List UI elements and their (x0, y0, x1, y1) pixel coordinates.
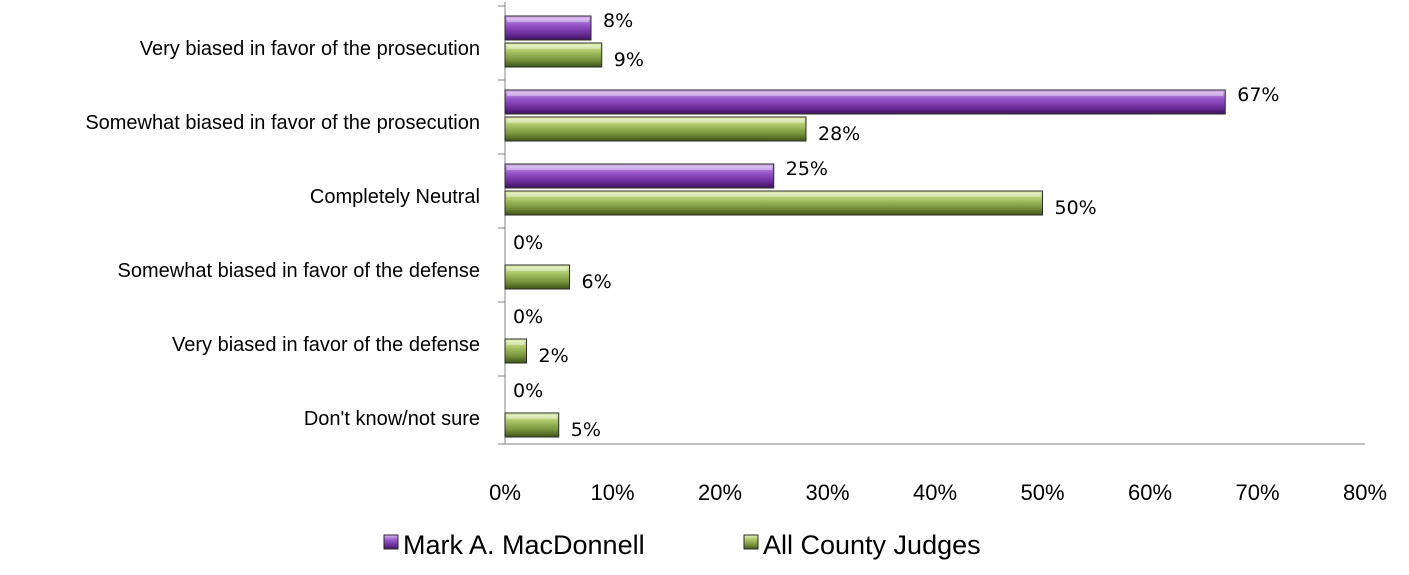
bar-highlight (507, 166, 772, 170)
legend-swatch (743, 534, 759, 550)
bar-series-1 (504, 89, 1226, 115)
data-label: 28% (818, 123, 860, 145)
bar-highlight (507, 341, 525, 345)
data-label: 6% (582, 271, 612, 293)
bar-highlight (507, 92, 1224, 96)
bar-series-1 (504, 163, 775, 189)
bar-highlight (507, 415, 557, 419)
data-label: 2% (539, 345, 569, 367)
x-tick-label: 80% (1343, 480, 1387, 505)
legend-label: Mark A. MacDonnell (403, 530, 645, 560)
category-label: Somewhat biased in favor of the defense (118, 260, 480, 282)
bar-series-2 (504, 338, 527, 364)
bar-series-2 (504, 42, 603, 68)
legend-label: All County Judges (763, 530, 981, 560)
bar-highlight (507, 18, 589, 22)
legend: Mark A. MacDonnell All County Judges (383, 530, 981, 560)
bar-series-2 (504, 412, 560, 438)
x-tick-label: 50% (1020, 480, 1064, 505)
bar-series-2 (504, 116, 807, 142)
category-label: Somewhat biased in favor of the prosecut… (85, 112, 480, 134)
x-tick-label: 40% (913, 480, 957, 505)
category-label: Don't know/not sure (304, 408, 480, 430)
legend-swatch (383, 534, 399, 550)
data-label: 0% (513, 380, 543, 402)
data-label: 9% (614, 49, 644, 71)
x-tick-label: 10% (590, 480, 634, 505)
data-label: 50% (1055, 197, 1097, 219)
bar-highlight (507, 119, 804, 123)
bar-series-1 (504, 15, 592, 41)
data-label: 5% (571, 419, 601, 441)
x-tick-label: 70% (1235, 480, 1279, 505)
bar-highlight (507, 193, 1041, 197)
bar-highlight (507, 267, 568, 271)
x-tick-label: 60% (1128, 480, 1172, 505)
category-label: Very biased in favor of the defense (172, 334, 480, 356)
bar-series-2 (504, 190, 1043, 216)
category-label: Completely Neutral (310, 186, 480, 208)
data-label: 67% (1237, 84, 1279, 106)
plot-area: Very biased in favor of the prosecution S… (85, 2, 1387, 505)
bar-series-2 (504, 264, 570, 290)
x-tick-label: 30% (805, 480, 849, 505)
x-tick-label: 20% (698, 480, 742, 505)
category-label: Very biased in favor of the prosecution (140, 38, 480, 60)
data-label: 25% (786, 158, 828, 180)
data-label: 0% (513, 232, 543, 254)
data-label: 0% (513, 306, 543, 328)
bar-highlight (507, 45, 600, 49)
data-label: 8% (603, 10, 633, 32)
x-tick-label: 0% (489, 480, 521, 505)
